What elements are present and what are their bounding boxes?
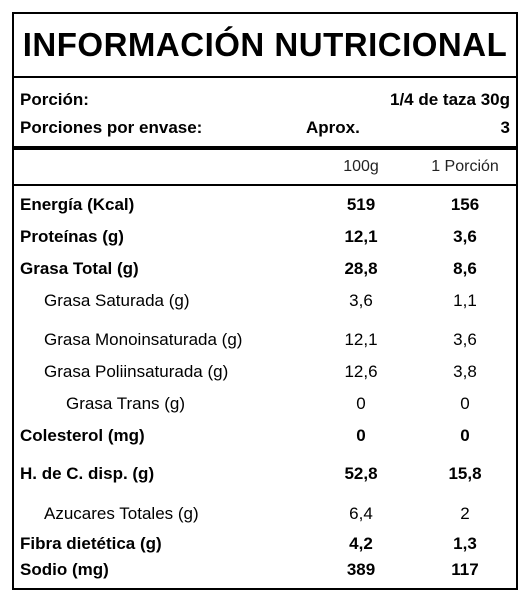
divider bbox=[14, 146, 516, 150]
nutrient-name: Energía (Kcal) bbox=[20, 195, 135, 214]
nutrient-name: Grasa Saturada (g) bbox=[44, 291, 190, 310]
servings-per-container-value: 3 bbox=[500, 118, 510, 137]
nutrient-name: Azucares Totales (g) bbox=[44, 504, 199, 523]
column-header-portion: 1 Porción bbox=[431, 158, 499, 175]
nutrient-name: Proteínas (g) bbox=[20, 227, 124, 246]
nutrient-value-portion: 2 bbox=[460, 504, 470, 523]
nutrient-value-100g: 12,1 bbox=[344, 330, 378, 349]
nutrient-name: Sodio (mg) bbox=[20, 560, 109, 579]
nutrient-value-portion: 156 bbox=[450, 195, 480, 214]
nutrient-value-portion: 15,8 bbox=[448, 464, 482, 483]
column-header-100g: 100g bbox=[343, 158, 379, 175]
nutrition-facts-label: INFORMACIÓN NUTRICIONAL Porción: 1/4 de … bbox=[12, 12, 518, 590]
nutrient-name: Grasa Total (g) bbox=[20, 259, 139, 278]
servings-per-container-label: Porciones por envase: bbox=[20, 118, 203, 137]
nutrient-name: Grasa Trans (g) bbox=[66, 394, 186, 413]
nutrient-value-portion: 117 bbox=[451, 560, 479, 579]
nutrient-value-portion: 3,6 bbox=[453, 330, 477, 349]
nutrient-value-100g: 52,8 bbox=[344, 464, 378, 483]
nutrient-value-100g: 12,1 bbox=[344, 227, 378, 246]
nutrient-value-100g: 3,6 bbox=[349, 291, 373, 310]
nutrient-value-100g: 28,8 bbox=[344, 259, 378, 278]
nutrient-value-100g: 0 bbox=[356, 394, 366, 413]
nutrient-value-portion: 3,8 bbox=[453, 362, 477, 381]
serving-size-value: 1/4 de taza 30g bbox=[389, 90, 510, 109]
nutrient-value-portion: 0 bbox=[460, 426, 470, 445]
nutrient-value-100g: 12,6 bbox=[344, 362, 378, 381]
serving-size-label: Porción: bbox=[20, 90, 89, 109]
label-title: INFORMACIÓN NUTRICIONAL bbox=[14, 14, 516, 78]
nutrient-name: Colesterol (mg) bbox=[20, 426, 145, 445]
nutrient-name: Grasa Monoinsaturada (g) bbox=[44, 330, 243, 349]
nutrient-value-100g: 0 bbox=[356, 426, 366, 445]
nutrient-value-100g: 6,4 bbox=[349, 504, 373, 523]
nutrient-value-portion: 1,3 bbox=[453, 534, 477, 553]
nutrient-value-portion: 1,1 bbox=[453, 291, 477, 310]
divider bbox=[14, 184, 516, 186]
servings-per-container-approx: Aprox. bbox=[306, 118, 360, 137]
nutrient-value-portion: 0 bbox=[460, 394, 470, 413]
nutrient-value-100g: 4,2 bbox=[349, 534, 373, 553]
nutrient-value-100g: 389 bbox=[346, 560, 376, 579]
nutrient-value-100g: 519 bbox=[346, 195, 376, 214]
nutrient-value-portion: 8,6 bbox=[453, 259, 477, 278]
nutrient-name: Grasa Poliinsaturada (g) bbox=[44, 362, 229, 381]
nutrient-name: H. de C. disp. (g) bbox=[20, 464, 155, 483]
nutrient-value-portion: 3,6 bbox=[453, 227, 477, 246]
nutrient-name: Fibra dietética (g) bbox=[20, 534, 162, 553]
